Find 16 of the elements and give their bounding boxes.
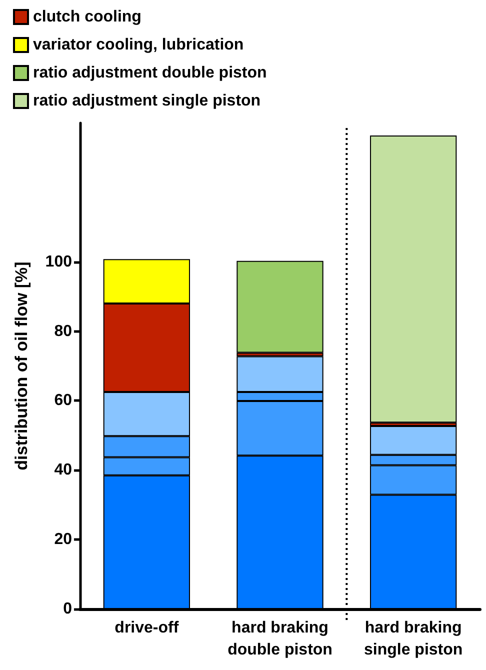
y-tick-label: 40 [54, 462, 72, 479]
bar [236, 260, 324, 353]
y-tick-label: 60 [54, 392, 72, 410]
x-tick-label: drive-off [114, 620, 180, 636]
y-axis-title: distribution of oil flow [%] [12, 262, 31, 470]
x-tick-label: hard braking single piston [364, 620, 463, 658]
y-tick-label: 20 [54, 531, 72, 548]
x-tick-label: hard braking double piston [228, 620, 332, 658]
legend-label: ratio adjustment single piston [33, 92, 261, 110]
legend-label: ratio adjustment double piston [33, 64, 267, 82]
y-tick-label: 80 [54, 322, 72, 340]
legend-label: clutch cooling [33, 8, 142, 26]
y-tick-label: 100 [45, 253, 72, 270]
legend-label: variator cooling, lubrication [33, 36, 244, 54]
bar [370, 135, 457, 423]
y-tick-label: 0 [63, 600, 72, 618]
